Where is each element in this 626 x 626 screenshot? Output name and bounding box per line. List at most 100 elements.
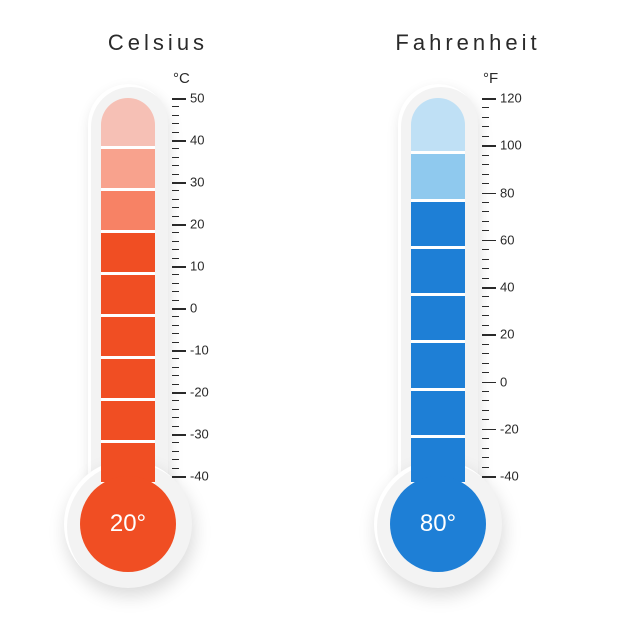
- tick-minor: [482, 268, 489, 269]
- tick-minor: [172, 199, 179, 200]
- tick-label: 20: [500, 327, 514, 342]
- tick-minor: [172, 258, 179, 259]
- tick-minor: [172, 132, 179, 133]
- tick-major: [172, 224, 186, 226]
- tick-minor: [172, 249, 179, 250]
- tick-minor: [482, 107, 489, 108]
- tick-major: [172, 476, 186, 478]
- tick-minor: [172, 358, 179, 359]
- tick-minor: [482, 419, 489, 420]
- tick-minor: [172, 333, 179, 334]
- celsius-title: Celsius: [108, 30, 208, 56]
- tick-minor: [172, 274, 179, 275]
- celsius-unit-label: °C: [173, 70, 190, 87]
- tick-label: -20: [500, 421, 519, 436]
- tick-minor: [482, 155, 489, 156]
- tick-major: [172, 392, 186, 394]
- tick-major: [482, 287, 496, 289]
- tick-minor: [482, 296, 489, 297]
- thermometer-celsius: Celsius°C20°50403020100-10-20-30-40: [68, 30, 248, 590]
- tick-minor: [172, 375, 179, 376]
- celsius-scale: 50403020100-10-20-30-40: [172, 92, 232, 482]
- tick-label: 10: [190, 259, 204, 274]
- tick-label: -10: [190, 343, 209, 358]
- celsius-segment: [101, 356, 155, 398]
- tick-major: [482, 240, 496, 242]
- tick-minor: [172, 325, 179, 326]
- tick-label: 100: [500, 138, 522, 153]
- celsius-segment: [101, 398, 155, 440]
- tick-minor: [172, 316, 179, 317]
- tick-label: 80: [500, 185, 514, 200]
- tick-major: [482, 145, 496, 147]
- tick-major: [172, 266, 186, 268]
- celsius-body: °C20°50403020100-10-20-30-40: [68, 70, 248, 590]
- celsius-segment: [101, 230, 155, 272]
- celsius-segment: [101, 314, 155, 356]
- tick-major: [172, 140, 186, 142]
- tick-minor: [482, 249, 489, 250]
- fahrenheit-segment: [411, 98, 465, 151]
- fahrenheit-bulb: 80°: [390, 476, 486, 572]
- fahrenheit-segment: [411, 151, 465, 198]
- tick-minor: [172, 417, 179, 418]
- tick-minor: [482, 278, 489, 279]
- tick-major: [482, 98, 496, 100]
- tick-minor: [482, 174, 489, 175]
- celsius-segment: [101, 188, 155, 230]
- tick-minor: [172, 207, 179, 208]
- tick-label: 40: [500, 280, 514, 295]
- tick-minor: [172, 157, 179, 158]
- tick-minor: [172, 400, 179, 401]
- tick-minor: [172, 291, 179, 292]
- tick-minor: [172, 148, 179, 149]
- tick-minor: [172, 106, 179, 107]
- fahrenheit-segment: [411, 340, 465, 387]
- tick-minor: [482, 230, 489, 231]
- tick-minor: [172, 384, 179, 385]
- tick-minor: [482, 363, 489, 364]
- fahrenheit-segment: [411, 388, 465, 435]
- tick-minor: [172, 123, 179, 124]
- tick-minor: [482, 126, 489, 127]
- fahrenheit-bulb-value: 80°: [420, 510, 456, 538]
- tick-label: 30: [190, 175, 204, 190]
- tick-label: 50: [190, 91, 204, 106]
- tick-minor: [172, 283, 179, 284]
- tick-minor: [482, 438, 489, 439]
- tick-minor: [482, 400, 489, 401]
- tick-minor: [172, 459, 179, 460]
- tick-major: [482, 334, 496, 336]
- tick-label: 20: [190, 217, 204, 232]
- tick-minor: [172, 426, 179, 427]
- fahrenheit-segment: [411, 246, 465, 293]
- tick-minor: [172, 190, 179, 191]
- celsius-tube-fill: [101, 98, 155, 488]
- tick-minor: [172, 115, 179, 116]
- fahrenheit-title: Fahrenheit: [395, 30, 540, 56]
- tick-minor: [482, 259, 489, 260]
- tick-major: [482, 476, 496, 478]
- tick-minor: [482, 211, 489, 212]
- tick-minor: [482, 410, 489, 411]
- tick-major: [482, 429, 496, 431]
- celsius-segment: [101, 272, 155, 314]
- tick-minor: [482, 344, 489, 345]
- tick-label: 0: [500, 374, 507, 389]
- tick-minor: [482, 372, 489, 373]
- tick-minor: [482, 202, 489, 203]
- fahrenheit-tube-fill: [411, 98, 465, 488]
- tick-minor: [482, 391, 489, 392]
- celsius-bulb: 20°: [80, 476, 176, 572]
- tick-label: 60: [500, 232, 514, 247]
- tick-label: -30: [190, 427, 209, 442]
- tick-minor: [482, 353, 489, 354]
- tick-minor: [482, 183, 489, 184]
- thermometer-fahrenheit: Fahrenheit°F80°120100806040200-20-40: [378, 30, 558, 590]
- tick-minor: [482, 164, 489, 165]
- tick-major: [172, 182, 186, 184]
- tick-minor: [172, 232, 179, 233]
- tick-minor: [172, 409, 179, 410]
- tick-major: [172, 98, 186, 100]
- tick-minor: [172, 165, 179, 166]
